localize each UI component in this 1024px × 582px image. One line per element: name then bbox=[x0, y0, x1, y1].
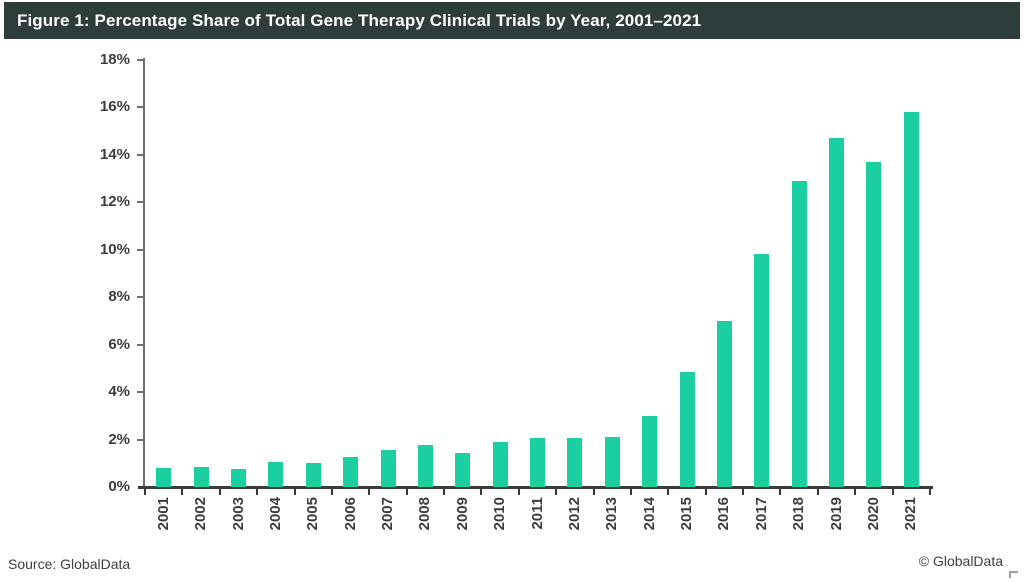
x-axis-line bbox=[138, 486, 933, 489]
x-axis-label-2001: 2001 bbox=[154, 497, 172, 531]
x-axis-tick bbox=[144, 489, 146, 495]
x-axis-label-2019: 2019 bbox=[827, 497, 845, 531]
y-axis-tick bbox=[137, 438, 144, 441]
x-axis-tick bbox=[256, 489, 259, 495]
y-axis-label: 18% bbox=[99, 50, 130, 68]
bar-2015 bbox=[679, 371, 695, 487]
y-axis-label: 0% bbox=[108, 478, 130, 495]
x-axis-label-2004: 2004 bbox=[266, 497, 284, 531]
x-axis-label-2016: 2016 bbox=[715, 497, 733, 531]
bar-2013 bbox=[604, 437, 620, 487]
source-note: Source: GlobalData bbox=[8, 556, 131, 572]
figure-title-bar: Figure 1: Percentage Share of Total Gene… bbox=[4, 2, 1020, 39]
x-axis-label-2014: 2014 bbox=[640, 497, 658, 531]
x-axis-tick bbox=[555, 489, 558, 495]
bar-2004 bbox=[268, 462, 284, 487]
x-axis-label-2017: 2017 bbox=[752, 497, 770, 531]
x-axis-tick bbox=[816, 489, 819, 495]
x-axis-tick bbox=[704, 489, 707, 495]
bar-2003 bbox=[231, 469, 246, 487]
y-axis-tick bbox=[137, 296, 144, 298]
x-axis-label-2020: 2020 bbox=[864, 497, 882, 531]
y-axis-tick bbox=[137, 153, 144, 156]
y-axis-label: 12% bbox=[99, 193, 130, 210]
x-axis-tick bbox=[443, 489, 446, 495]
figure-title: Figure 1: Percentage Share of Total Gene… bbox=[17, 11, 702, 30]
bar-2008 bbox=[417, 445, 433, 487]
x-axis-tick bbox=[667, 489, 670, 495]
y-axis-label: 14% bbox=[99, 145, 130, 163]
bar-2019 bbox=[829, 137, 844, 487]
x-axis-label-2018: 2018 bbox=[790, 497, 808, 531]
x-axis-label-2006: 2006 bbox=[341, 497, 359, 531]
x-axis-tick bbox=[854, 489, 857, 495]
x-axis-tick bbox=[517, 489, 520, 495]
bar-2002 bbox=[193, 466, 209, 487]
x-axis-tick bbox=[629, 489, 632, 495]
y-axis-label: 4% bbox=[108, 383, 130, 400]
x-axis-label-2015: 2015 bbox=[678, 497, 695, 531]
x-axis-label-2008: 2008 bbox=[416, 497, 434, 531]
bar-2006 bbox=[343, 457, 359, 487]
bar-2017 bbox=[754, 254, 770, 487]
x-axis-label-2007: 2007 bbox=[379, 497, 396, 531]
bar-2005 bbox=[305, 463, 321, 488]
bar-2009 bbox=[455, 452, 471, 487]
x-axis-tick bbox=[480, 489, 483, 495]
y-axis-label: 2% bbox=[108, 430, 130, 448]
x-axis-tick bbox=[181, 489, 184, 495]
y-axis-line bbox=[143, 58, 145, 488]
y-axis-tick bbox=[137, 201, 144, 203]
y-axis-tick bbox=[137, 343, 144, 346]
x-axis-label-2002: 2002 bbox=[192, 497, 210, 531]
x-axis-tick bbox=[779, 489, 782, 495]
bar-2012 bbox=[567, 438, 583, 487]
bar-2011 bbox=[530, 438, 545, 487]
bar-2021 bbox=[903, 111, 919, 488]
bar-2016 bbox=[716, 320, 732, 488]
bar-2014 bbox=[642, 415, 658, 488]
bar-2020 bbox=[866, 161, 882, 487]
bar-2010 bbox=[492, 441, 508, 487]
y-axis-tick bbox=[137, 106, 144, 108]
x-axis-label-2013: 2013 bbox=[603, 497, 621, 531]
y-axis-tick bbox=[137, 248, 144, 251]
y-axis-label: 10% bbox=[99, 240, 130, 258]
x-axis-label-2005: 2005 bbox=[304, 497, 322, 531]
bar-2007 bbox=[380, 450, 396, 487]
y-axis-label: 8% bbox=[108, 288, 130, 305]
x-axis-tick bbox=[330, 489, 333, 495]
y-axis-tick bbox=[137, 58, 144, 61]
x-axis-label-2010: 2010 bbox=[491, 497, 509, 531]
copyright-note: © GlobalData bbox=[918, 553, 1003, 569]
y-axis-tick bbox=[137, 391, 144, 393]
x-axis-label-2012: 2012 bbox=[565, 497, 583, 531]
corner-artifact-mark bbox=[1009, 571, 1018, 578]
x-axis-tick bbox=[368, 489, 371, 495]
x-axis-label-2009: 2009 bbox=[453, 497, 471, 531]
x-axis-tick bbox=[929, 489, 931, 495]
x-axis-tick bbox=[742, 489, 745, 495]
x-axis-tick bbox=[218, 489, 221, 495]
x-axis-label-2021: 2021 bbox=[902, 497, 920, 531]
x-axis-label-2011: 2011 bbox=[528, 497, 546, 530]
y-axis-label: 16% bbox=[99, 98, 130, 115]
bar-2001 bbox=[156, 468, 172, 487]
x-axis-tick bbox=[405, 489, 408, 495]
x-axis-tick bbox=[891, 489, 894, 495]
bar-2018 bbox=[791, 180, 807, 487]
y-axis-label: 6% bbox=[108, 335, 130, 353]
x-axis-tick bbox=[293, 489, 296, 495]
x-axis-tick bbox=[592, 489, 595, 495]
x-axis-label-2003: 2003 bbox=[229, 497, 247, 531]
